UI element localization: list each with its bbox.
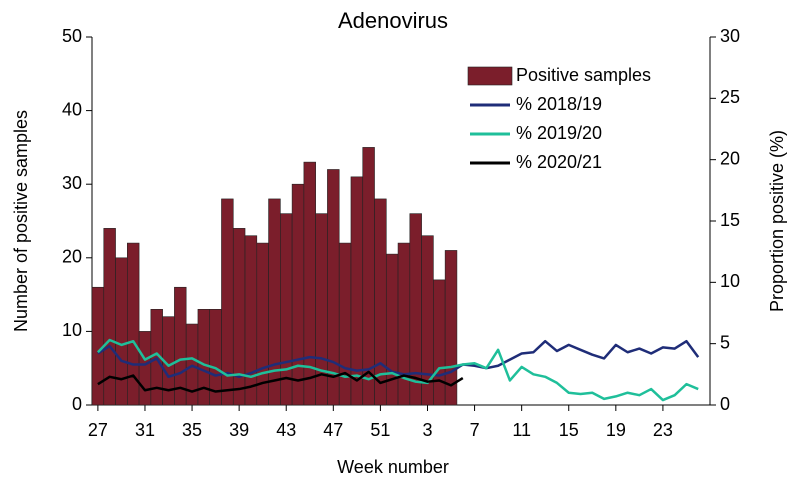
x-axis-label: Week number	[337, 457, 449, 477]
y-tick-label: 40	[62, 99, 82, 119]
legend-label: % 2018/19	[516, 94, 602, 114]
x-tick-label: 31	[135, 420, 155, 440]
x-tick-label: 7	[470, 420, 480, 440]
y-tick-label: 0	[72, 394, 82, 414]
x-tick-label: 23	[653, 420, 673, 440]
bar	[138, 331, 152, 406]
y-tick-label: 20	[62, 247, 82, 267]
bar	[327, 169, 340, 406]
y-tick-label: 50	[62, 26, 82, 46]
bar	[433, 279, 446, 406]
bar	[291, 183, 305, 406]
bar	[268, 198, 281, 406]
x-tick-label: 15	[559, 420, 579, 440]
y2-tick-label: 10	[720, 271, 740, 291]
y2-tick-label: 15	[720, 210, 740, 230]
x-tick-label: 19	[606, 420, 626, 440]
legend-label: Positive samples	[516, 65, 651, 85]
bar	[444, 250, 458, 406]
bar	[338, 242, 352, 406]
y2-tick-label: 20	[720, 148, 740, 168]
bar	[244, 235, 258, 406]
x-tick-label: 35	[182, 420, 202, 440]
bar	[197, 309, 211, 406]
bar	[256, 242, 269, 406]
bar	[280, 213, 293, 406]
x-tick-label: 3	[422, 420, 432, 440]
x-tick-label: 39	[229, 420, 249, 440]
y2-tick-label: 0	[720, 394, 730, 414]
x-tick-label: 43	[276, 420, 296, 440]
y2-axis-label: Proportion positive (%)	[767, 130, 787, 312]
y-axis-label: Number of positive samples	[11, 110, 31, 332]
chart-title: Adenovirus	[338, 8, 448, 33]
y2-tick-label: 5	[720, 332, 730, 352]
bar	[115, 257, 128, 406]
x-tick-label: 27	[88, 420, 108, 440]
bar	[397, 242, 411, 406]
line-series	[97, 339, 700, 379]
bar	[91, 286, 105, 406]
line-series	[96, 338, 699, 402]
bar	[385, 253, 399, 406]
line-series	[97, 370, 464, 393]
bar	[127, 242, 140, 406]
y2-tick-label: 30	[720, 26, 740, 46]
y2-tick-label: 25	[720, 87, 740, 107]
x-tick-label: 47	[323, 420, 343, 440]
y-tick-label: 10	[62, 320, 82, 340]
bar	[232, 228, 246, 406]
legend-label: % 2020/21	[516, 152, 602, 172]
x-tick-label: 11	[512, 420, 531, 440]
legend-label: % 2019/20	[516, 123, 602, 143]
y-tick-label: 30	[62, 173, 82, 193]
legend-swatch	[467, 66, 513, 86]
x-tick-label: 51	[370, 420, 390, 440]
